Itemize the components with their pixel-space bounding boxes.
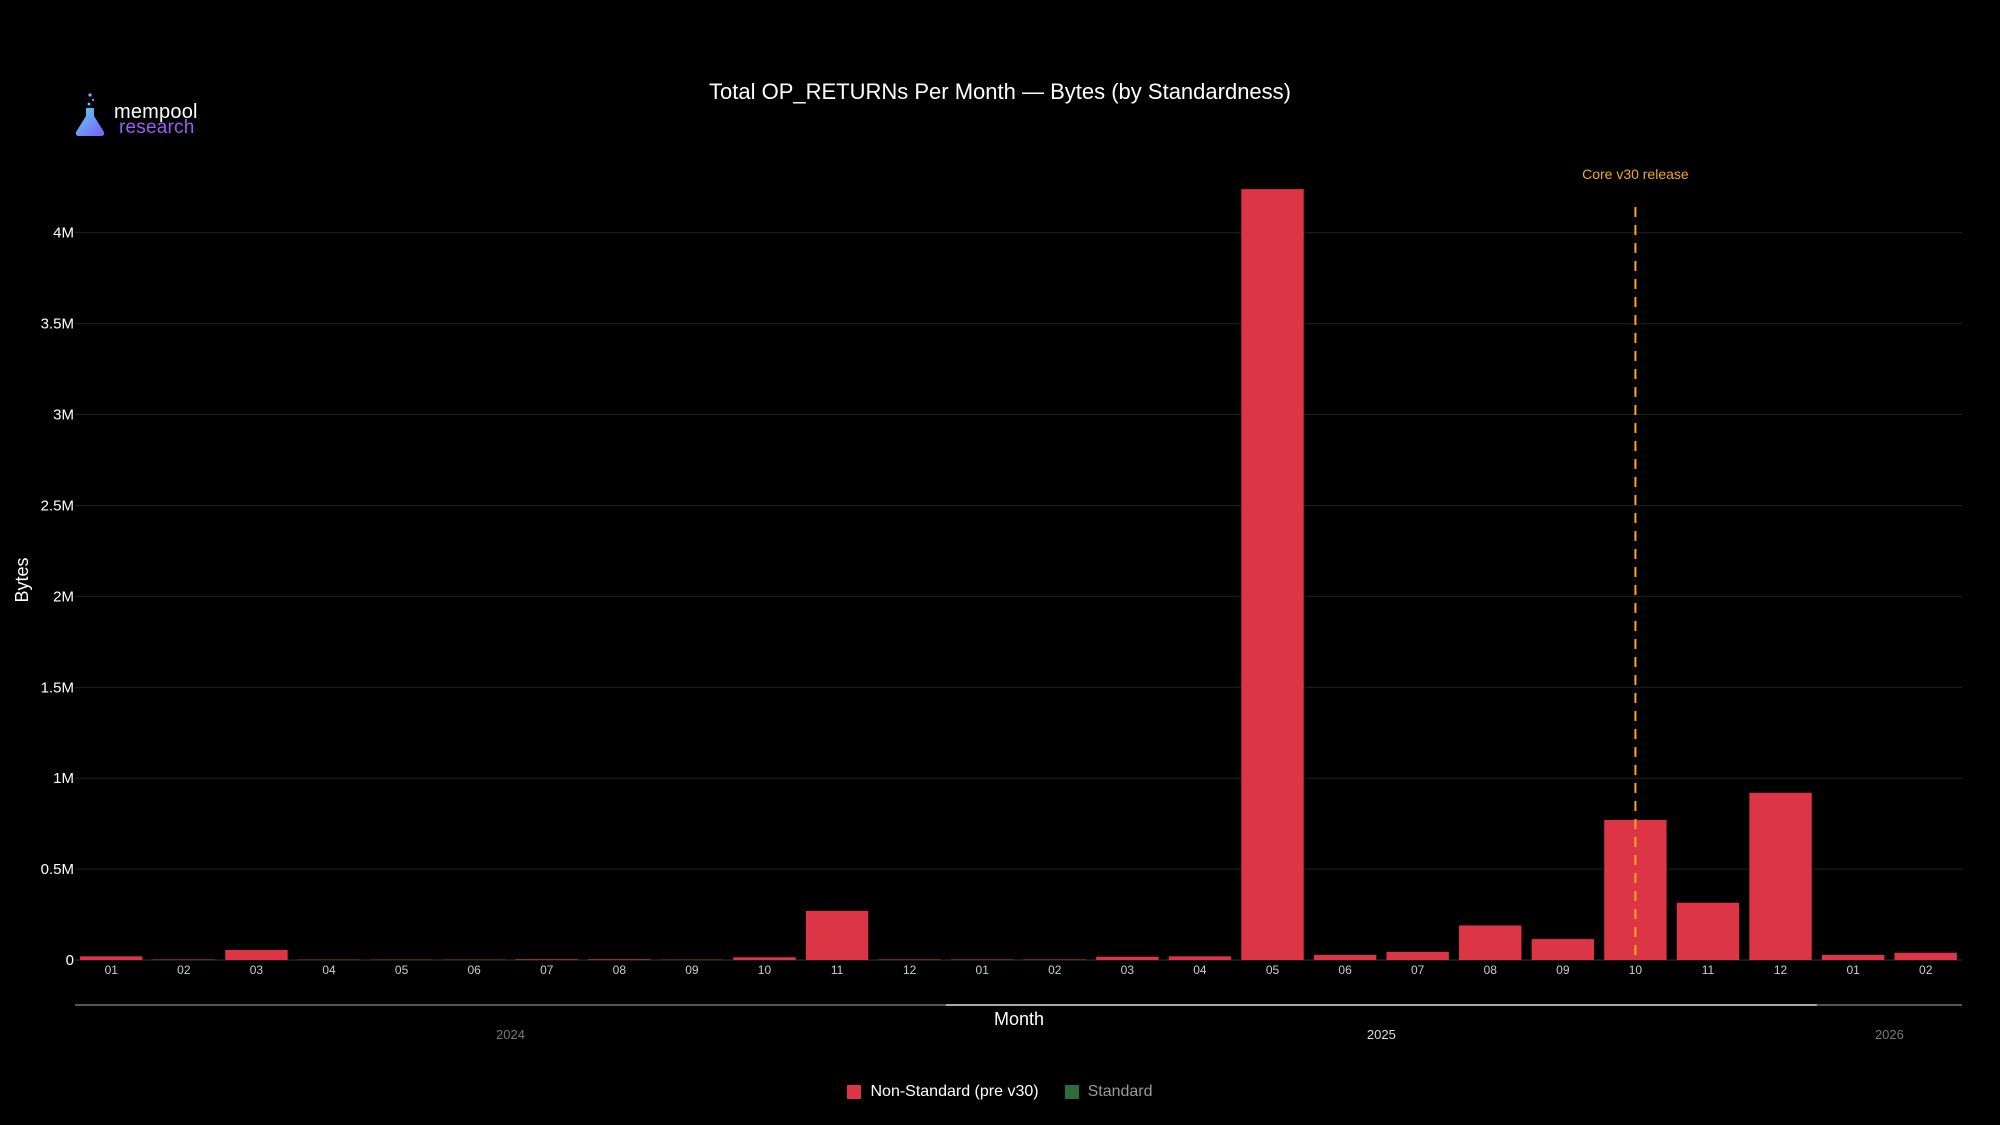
bar [1023,959,1086,960]
legend: Non-Standard (pre v30) Standard [0,1083,2000,1101]
legend-item-standard[interactable]: Standard [1064,1083,1153,1101]
y-tick-labels: 0 0.5M 1M 1.5M 2M 2.5M 3M 3.5M 4M [41,225,74,969]
x-tick-label: 09 [685,963,699,977]
legend-item-non-standard[interactable]: Non-Standard (pre v30) [847,1083,1039,1101]
x-tick-label: 02 [1048,963,1062,977]
bar [1676,902,1740,960]
annotation-label: Core v30 release [1582,166,1689,182]
bar [1168,956,1232,960]
year-label: 2024 [496,1027,525,1042]
bar [733,957,796,960]
y-tick-label: 1.5M [41,679,74,696]
bar [951,959,1014,960]
y-tick-label: 2M [53,588,74,605]
bar [1386,951,1449,960]
bar [515,959,578,960]
x-tick-label: 11 [831,963,844,977]
logo-word-mempool: mempool [114,101,198,123]
y-tick-label: 1M [53,770,74,787]
year-groups: 2024 2025 2026 [75,1004,1962,1042]
y-tick-label: 0 [66,952,74,969]
bar [878,959,941,960]
x-tick-label: 05 [395,963,409,977]
x-tick-labels: 01 02 03 04 05 06 07 08 09 10 11 12 01 02 03 04 05 06 07 08… [105,963,1933,977]
year-label: 2026 [1875,1027,1904,1042]
x-tick-label: 10 [1629,963,1643,977]
bar [805,910,869,960]
y-tick-label: 4M [53,225,74,242]
x-tick-label: 02 [177,963,191,977]
y-tick-label: 2.5M [41,497,74,514]
x-tick-label: 05 [1266,963,1280,977]
bar [152,959,216,960]
bar [1313,954,1377,960]
bar [80,956,143,960]
gridlines [75,232,1962,961]
x-tick-label: 10 [758,963,772,977]
x-tick-label: 04 [322,963,336,977]
legend-swatch-non-standard [847,1085,862,1099]
x-tick-label: 06 [1338,963,1352,977]
y-tick-label: 3M [53,407,74,424]
bars [80,189,1957,960]
annotations: Core v30 release [1582,166,1689,960]
flask-icon [75,93,105,136]
bar [1894,952,1957,960]
x-tick-label: 01 [1846,963,1860,977]
x-tick-label: 08 [613,963,627,977]
bar [1821,954,1885,960]
x-tick-label: 01 [976,963,990,977]
chart-title: Total OP_RETURNs Per Month — Bytes (by S… [709,79,1291,104]
x-tick-label: 03 [250,963,264,977]
legend-swatch-standard [1064,1085,1079,1099]
bar [1241,189,1304,960]
bar [225,950,288,960]
x-tick-label: 09 [1556,963,1570,977]
x-tick-label: 02 [1919,963,1933,977]
legend-label-non-standard: Non-Standard (pre v30) [870,1083,1039,1100]
x-tick-label: 07 [540,963,554,977]
x-tick-label: 11 [1702,963,1715,977]
bar [1531,939,1595,960]
x-tick-label: 06 [467,963,481,977]
logo-word-research: research [119,117,195,138]
x-tick-label: 12 [903,963,917,977]
bar [1096,956,1159,960]
mempool-research-logo: mempool research [74,92,214,142]
legend-label-standard: Standard [1087,1083,1153,1100]
bar [588,959,651,960]
y-axis-label: Bytes [12,557,32,602]
x-tick-label: 07 [1411,963,1425,977]
bar [1459,925,1522,960]
y-tick-label: 3.5M [41,316,74,333]
x-tick-label: 12 [1774,963,1788,977]
x-tick-label: 08 [1484,963,1498,977]
x-tick-label: 04 [1193,963,1207,977]
x-axis-label: Month [994,1009,1044,1029]
bar [1749,792,1812,960]
y-tick-label: 0.5M [41,861,74,878]
x-tick-label: 03 [1121,963,1135,977]
x-tick-label: 01 [105,963,119,977]
year-label: 2025 [1367,1027,1396,1042]
